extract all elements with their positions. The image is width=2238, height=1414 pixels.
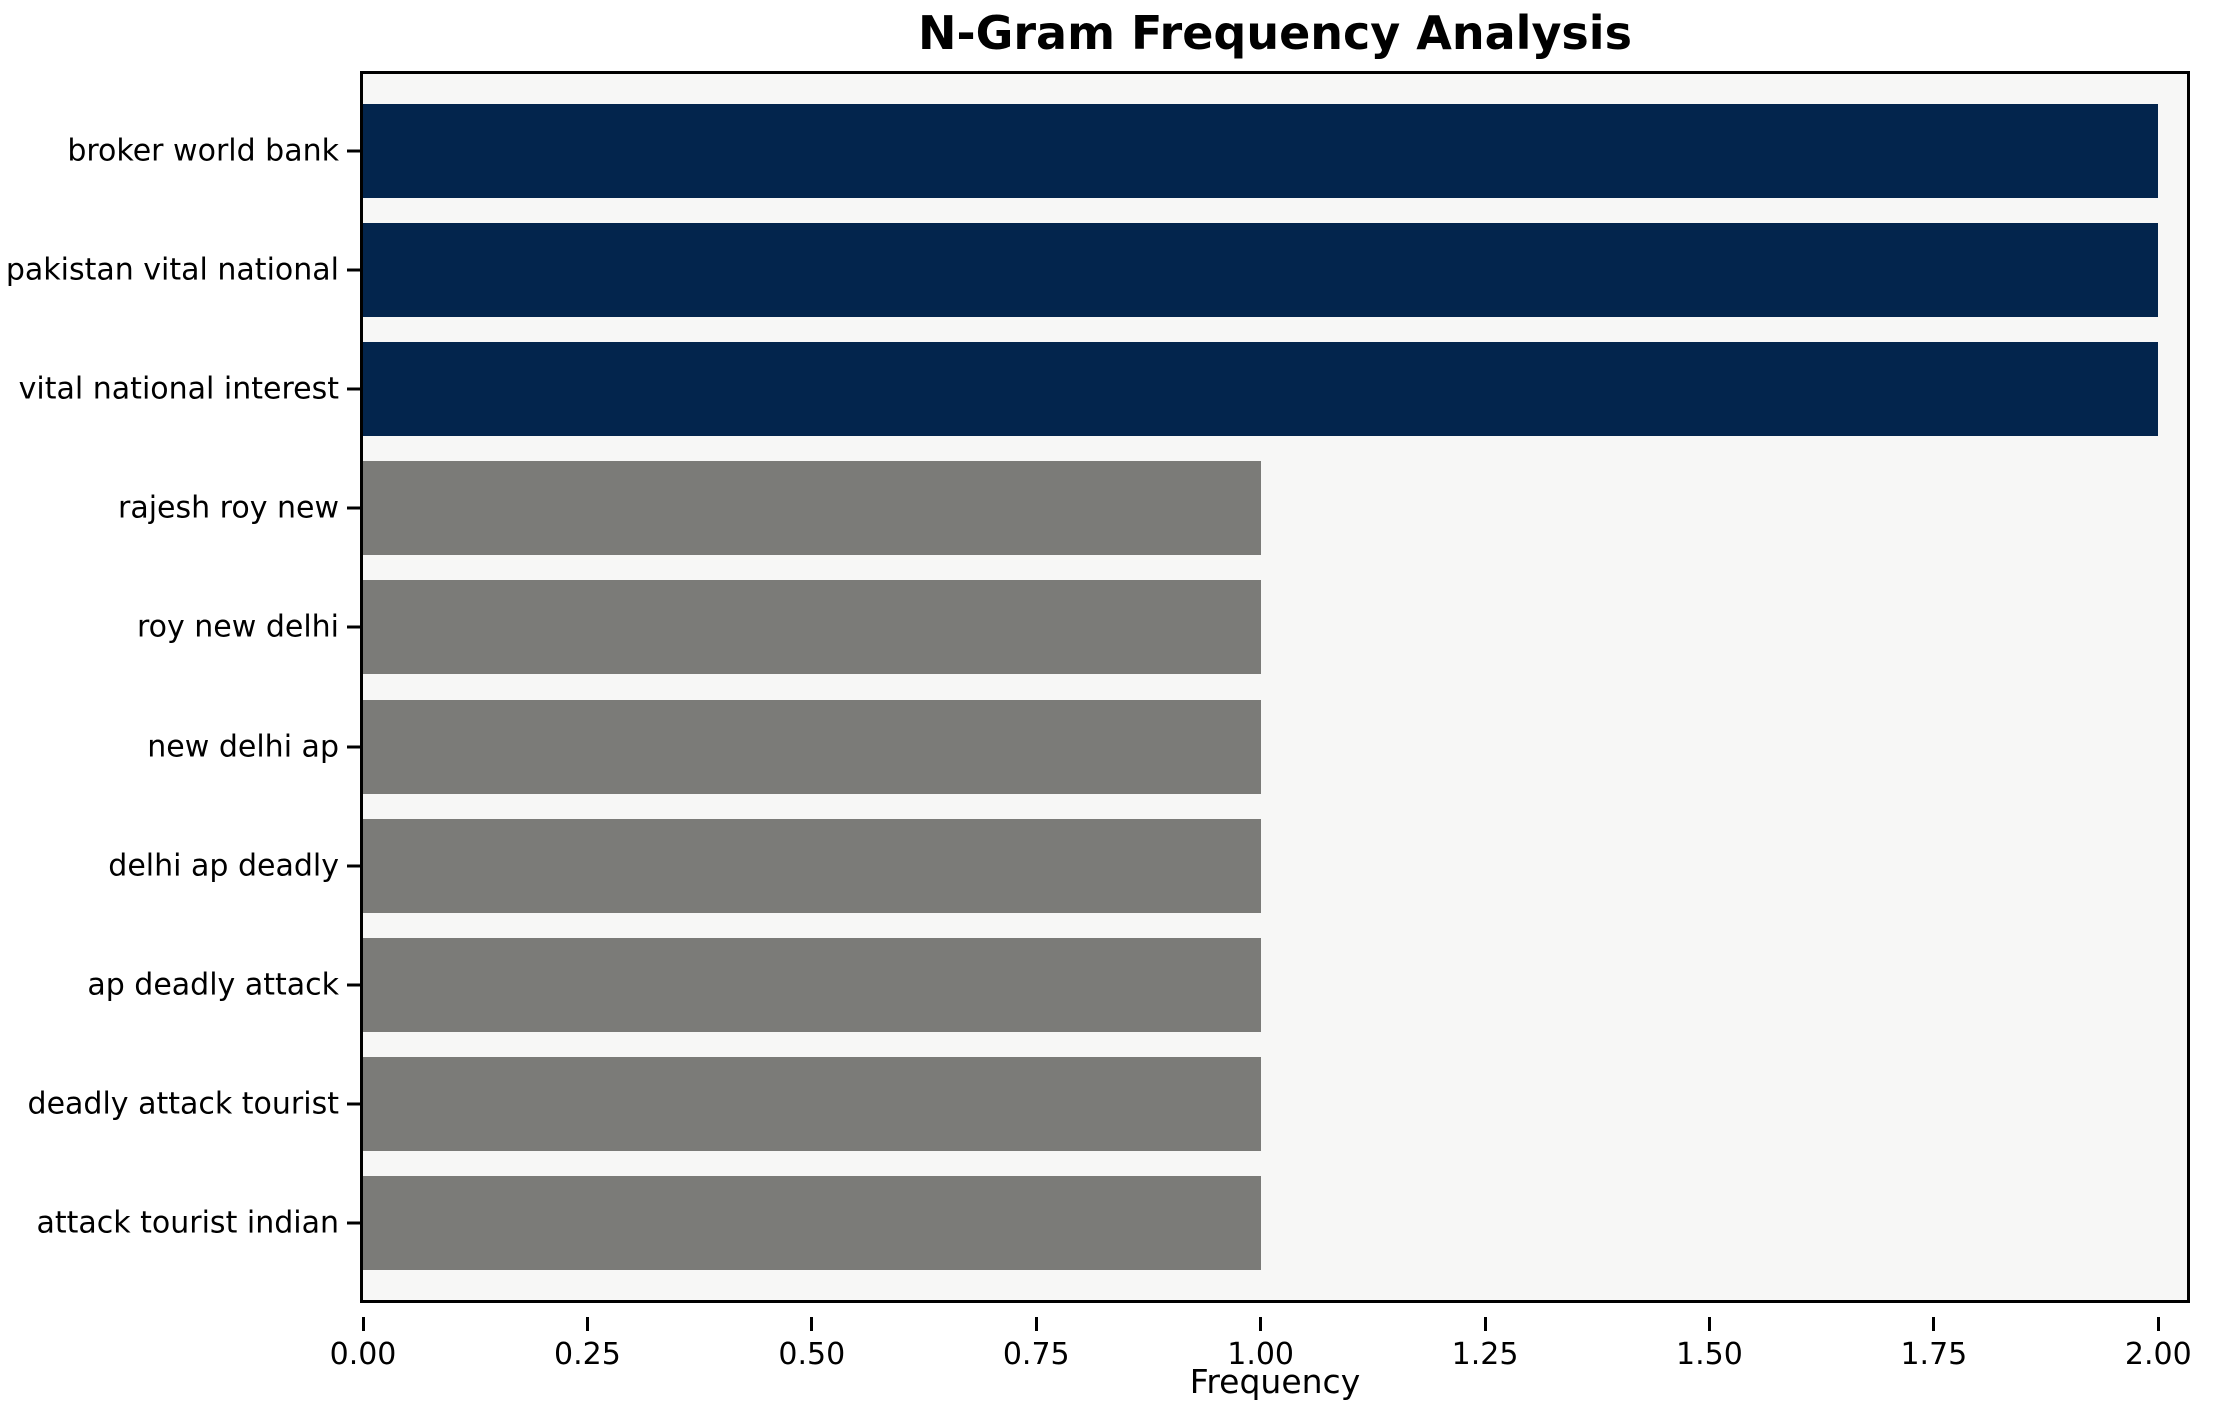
- x-tick-label: 0.50: [778, 1337, 846, 1372]
- bar: [363, 1175, 1261, 1270]
- x-tick-label: 1.50: [1676, 1337, 1743, 1372]
- x-tick-label: 0.00: [329, 1337, 397, 1372]
- category-label: pakistan vital national: [5, 252, 339, 288]
- x-tick-label: 0.25: [554, 1337, 621, 1372]
- bar-row: deadly attack tourist: [28, 1056, 2187, 1151]
- x-tick-mark: [1483, 1317, 1487, 1331]
- x-tick-mark: [810, 1317, 814, 1331]
- y-tick-mark: [347, 745, 360, 749]
- category-label: roy new delhi: [136, 609, 339, 645]
- x-axis-label: Frequency: [1189, 1362, 1361, 1401]
- y-tick-mark: [347, 268, 360, 272]
- x-tick-label: 1.25: [1451, 1337, 1519, 1372]
- bar: [363, 937, 1261, 1032]
- bar: [363, 818, 1261, 913]
- bar: [363, 461, 1261, 556]
- bar: [363, 104, 2159, 198]
- x-tick-label: 1.75: [1900, 1337, 1968, 1372]
- bar: [363, 223, 2159, 318]
- category-label: deadly attack tourist: [27, 1086, 339, 1122]
- x-tick-mark: [361, 1317, 365, 1331]
- bar: [363, 1056, 1261, 1151]
- y-tick-mark: [347, 625, 360, 629]
- x-tick-mark: [1707, 1317, 1711, 1331]
- y-tick-mark: [347, 387, 360, 391]
- category-label: new delhi ap: [147, 729, 339, 765]
- bar-row: delhi ap deadly: [108, 818, 2187, 913]
- x-tick-label: 0.75: [1002, 1337, 1070, 1372]
- x-tick-mark: [585, 1317, 589, 1331]
- y-tick-mark: [347, 149, 360, 153]
- y-tick-mark: [347, 864, 360, 868]
- y-tick-mark: [347, 1102, 360, 1106]
- y-tick-mark: [347, 506, 360, 510]
- category-label: broker world bank: [67, 133, 339, 169]
- plot-area: broker world bank pakistan vital national…: [6, 71, 2192, 1372]
- category-label: attack tourist indian: [36, 1205, 339, 1241]
- category-label: delhi ap deadly: [108, 848, 339, 884]
- bar: [363, 699, 1261, 794]
- y-tick-mark: [347, 983, 360, 987]
- bar-row: pakistan vital national: [6, 223, 2187, 318]
- bar-row: vital national interest: [19, 342, 2187, 437]
- x-tick-mark: [1034, 1317, 1038, 1331]
- bar-container: broker world bank pakistan vital national…: [6, 74, 2187, 1300]
- bar: [363, 342, 2159, 437]
- bar-row: new delhi ap: [147, 699, 2187, 794]
- x-tick-mark: [1932, 1317, 1936, 1331]
- bar: [363, 580, 1261, 675]
- x-tick-mark: [1259, 1317, 1263, 1331]
- bar-row: broker world bank: [67, 104, 2187, 198]
- bar-row: rajesh roy new: [118, 461, 2187, 556]
- category-label: rajesh roy new: [117, 490, 339, 526]
- category-label: ap deadly attack: [87, 967, 339, 1003]
- bar-row: ap deadly attack: [87, 937, 2187, 1032]
- chart-title: N-Gram Frequency Analysis: [918, 6, 1632, 60]
- bar-row: roy new delhi: [137, 580, 2187, 675]
- x-tick-label: 1.00: [1227, 1337, 1295, 1372]
- x-tick-label: 2.00: [2124, 1337, 2192, 1372]
- y-tick-mark: [347, 1221, 360, 1225]
- category-label: vital national interest: [18, 371, 339, 407]
- x-tick-mark: [2156, 1317, 2160, 1331]
- bar-row: attack tourist indian: [36, 1175, 2187, 1270]
